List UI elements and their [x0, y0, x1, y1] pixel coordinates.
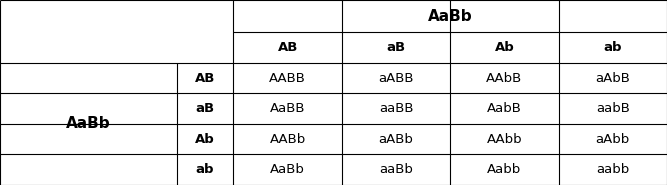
Text: Aabb: Aabb — [488, 163, 522, 176]
Text: aABb: aABb — [379, 133, 414, 146]
Text: aAbb: aAbb — [596, 133, 630, 146]
Text: AB: AB — [195, 72, 215, 85]
Text: aABB: aABB — [378, 72, 414, 85]
Text: aaBB: aaBB — [379, 102, 414, 115]
Text: AABb: AABb — [269, 133, 305, 146]
Text: AAbb: AAbb — [487, 133, 522, 146]
Text: AaBb: AaBb — [66, 116, 111, 132]
Text: Ab: Ab — [494, 41, 514, 54]
Text: AabB: AabB — [487, 102, 522, 115]
Text: AABB: AABB — [269, 72, 306, 85]
Text: aB: aB — [195, 102, 215, 115]
Text: aB: aB — [386, 41, 406, 54]
Text: aabb: aabb — [596, 163, 630, 176]
Text: AaBB: AaBB — [270, 102, 305, 115]
Text: aAbB: aAbB — [596, 72, 630, 85]
Text: ab: ab — [604, 41, 622, 54]
Text: AB: AB — [277, 41, 298, 54]
Text: ab: ab — [196, 163, 214, 176]
Text: AAbB: AAbB — [486, 72, 522, 85]
Text: Ab: Ab — [195, 133, 215, 146]
Text: AaBb: AaBb — [428, 9, 472, 24]
Text: aabB: aabB — [596, 102, 630, 115]
Text: AaBb: AaBb — [270, 163, 305, 176]
Text: aaBb: aaBb — [379, 163, 413, 176]
